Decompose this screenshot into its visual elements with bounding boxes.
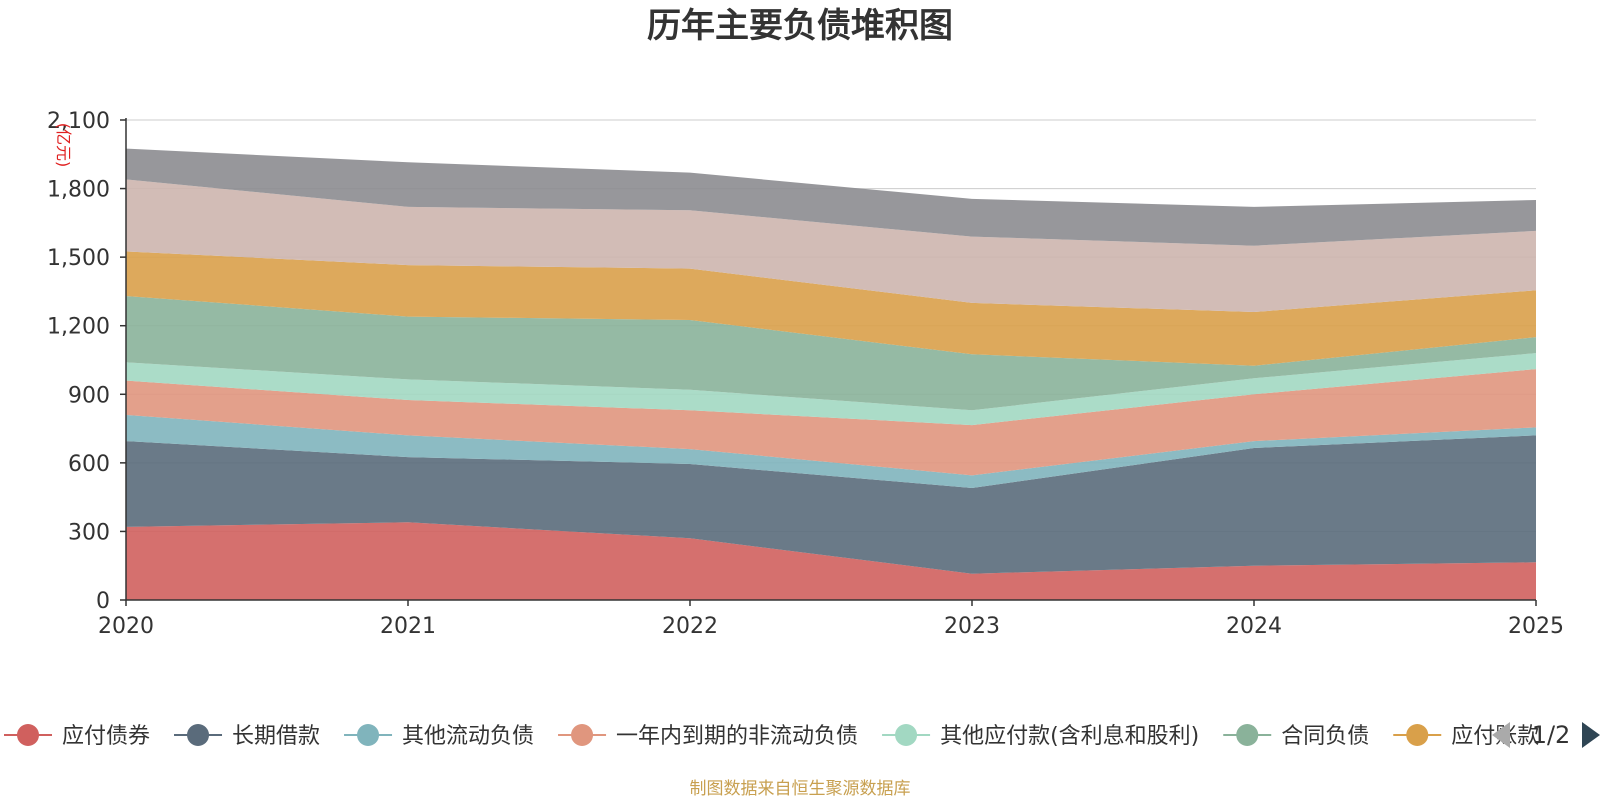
x-tick-label: 2024 — [1226, 614, 1282, 639]
legend-circle-marker — [187, 724, 210, 746]
y-axis-unit-label: (亿元) — [54, 123, 73, 168]
y-tick-label: 300 — [68, 520, 110, 545]
legend-label: 应付债券 — [62, 724, 150, 749]
y-tick-label: 1,500 — [47, 246, 110, 271]
chart-title: 历年主要负债堆积图 — [647, 6, 953, 46]
legend-item-6[interactable]: 合同负债 — [1223, 724, 1369, 749]
x-tick-label: 2025 — [1508, 614, 1564, 639]
legend-circle-marker — [17, 724, 39, 746]
legend-item-5[interactable]: 其他应付款(含利息和股利) — [882, 724, 1199, 749]
legend-next-page-icon[interactable] — [1582, 722, 1600, 748]
area-series-2 — [126, 435, 1536, 574]
area-series-8 — [126, 179, 1536, 312]
x-tick-label: 2020 — [98, 614, 154, 639]
x-tick-label: 2021 — [380, 614, 436, 639]
legend-circle-marker — [571, 724, 594, 746]
legend-label: 其他流动负债 — [402, 724, 534, 749]
legend-page-indicator: 1/2 — [1532, 721, 1571, 749]
y-tick-label: 2,100 — [47, 109, 110, 134]
legend-prev-page-icon[interactable] — [1492, 722, 1510, 748]
area-series-9 — [126, 148, 1536, 246]
legend: 应付债券 长期借款 其他流动负债 一年内到期的非流动负债 其他应付款(含利息和股利) 合同… — [4, 721, 1600, 749]
area-series-5 — [126, 353, 1536, 426]
area-series-7 — [126, 251, 1536, 366]
x-tick-label: 2022 — [662, 614, 718, 639]
legend-item-3[interactable]: 其他流动负债 — [344, 724, 534, 749]
legend-item-2[interactable]: 长期借款 — [174, 724, 320, 749]
y-tick-label: 900 — [68, 383, 110, 408]
legend-circle-marker — [1406, 724, 1429, 746]
data-source-footer: 制图数据来自恒生聚源数据库 — [690, 779, 911, 799]
y-tick-label: 0 — [96, 589, 110, 614]
legend-item-1[interactable]: 应付债券 — [4, 724, 150, 749]
legend-item-7[interactable]: 应付账款 — [1393, 724, 1539, 749]
axes: 0 300 600 900 1,200 1,500 1,800 2,100 2020 2021 20… — [47, 109, 1564, 639]
legend-label: 一年内到期的非流动负债 — [616, 724, 858, 749]
legend-label: 长期借款 — [232, 724, 320, 749]
y-tick-label: 600 — [68, 452, 110, 477]
area-series-1 — [126, 522, 1536, 600]
legend-circle-marker — [1236, 724, 1259, 746]
x-tick-label: 2023 — [944, 614, 1000, 639]
area-series-4 — [126, 369, 1536, 476]
legend-label: 其他应付款(含利息和股利) — [940, 724, 1199, 749]
y-tick-label: 1,800 — [47, 178, 110, 203]
area-series-3 — [126, 414, 1536, 488]
legend-circle-marker — [357, 724, 380, 746]
legend-label: 合同负债 — [1281, 724, 1369, 749]
area-series-layer — [126, 148, 1536, 600]
legend-circle-marker — [895, 724, 918, 746]
legend-item-4[interactable]: 一年内到期的非流动负债 — [558, 724, 858, 749]
y-tick-label: 1,200 — [47, 315, 110, 340]
area-series-6 — [126, 296, 1536, 411]
